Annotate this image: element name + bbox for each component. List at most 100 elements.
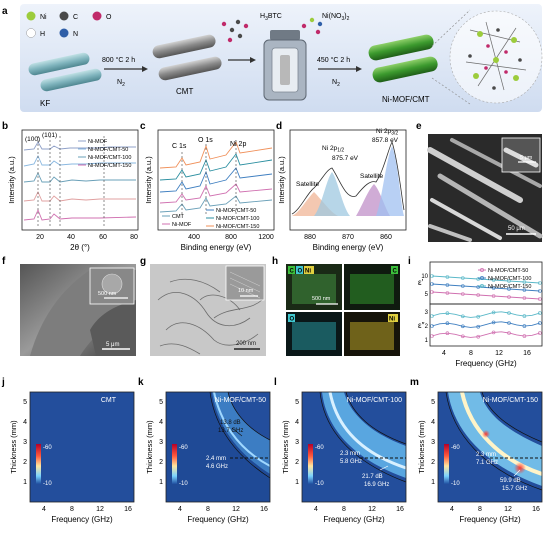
label-cmt: CMT	[176, 87, 193, 96]
panel-l: l Ni-MOF/CMT-100 2.3 mm 5.8 GHz 21.7 dB …	[274, 377, 407, 503]
step1-arrowhead	[142, 66, 148, 72]
perm-xtick-16: 16	[523, 350, 531, 357]
scale-label-h: 500 nm	[312, 296, 331, 302]
xrd-legend: Ni-MOF Ni-MOF/CMT-50 Ni-MOF/CMT-100 Ni-M…	[78, 139, 131, 169]
perm-marker	[430, 314, 434, 318]
xps-peak-ni2p: Ni 2p	[230, 141, 246, 148]
rl-ann1-l-l1: 2.3 mm	[340, 451, 360, 457]
rl-ann1-l-l2: 5.8 GHz	[340, 459, 362, 465]
perm-marker	[445, 331, 450, 336]
perm-marker	[522, 334, 527, 338]
colorbar-j	[36, 444, 41, 484]
ni2p-envelope	[291, 140, 405, 215]
scale-label-inset-f: 500 nm	[98, 291, 117, 297]
rl-ridge-l	[328, 391, 407, 470]
xrd-peak-guides	[37, 136, 105, 228]
rl-contour-l-2	[345, 391, 407, 445]
ni2p-xtick-860: 860	[380, 234, 392, 241]
rl-xtick-m-12: 12	[504, 506, 512, 513]
xrd-peak-100: (100)	[25, 136, 40, 143]
perm-marker	[537, 297, 542, 301]
panel-label-c: c	[140, 121, 146, 132]
ni2p-satellite-label-2: Satellite	[360, 173, 384, 180]
xps-peak-guides	[181, 140, 237, 214]
rl-ann2-k-l1: 13.8 dB	[220, 420, 241, 426]
mof-structure-illustration	[431, 9, 543, 105]
rl-ytick-m-1: 1	[431, 479, 435, 486]
panel-label-j: j	[1, 377, 5, 388]
eds-tag-c: C	[393, 269, 398, 275]
perm-marker	[445, 291, 450, 295]
perm-curve-0-real	[431, 291, 540, 300]
xps-xlabel: Binding energy (eV)	[181, 243, 252, 252]
cbar-max-l: -60	[315, 445, 324, 451]
panel-c: c C 1s O 1s Ni 2p CMT Ni-MOF Ni-MOF/CMT-…	[140, 121, 275, 252]
perm-marker	[460, 324, 465, 329]
rl-xlabel-k: Frequency (GHz)	[187, 515, 249, 524]
rl-xtick-k-16: 16	[260, 506, 268, 513]
rl-ytick-m-4: 4	[431, 419, 435, 426]
step3-temperature: 450 °C 2 h	[317, 56, 350, 64]
eps-real-label: ε′	[418, 278, 424, 287]
scale-label-g: 200 nm	[236, 341, 256, 347]
plot-frame-i-imag	[429, 303, 543, 347]
rl-region-l-band	[322, 392, 406, 478]
cmt-fibers-illustration	[152, 34, 222, 81]
step1-gas: N2	[117, 79, 125, 88]
rl-ytick-l-2: 2	[295, 459, 299, 466]
perm-marker	[491, 278, 496, 282]
cbar-min-m: -10	[451, 481, 460, 487]
perm-marker	[430, 290, 434, 294]
panel-label-l: l	[274, 377, 277, 388]
rl-xtick-j-8: 8	[70, 506, 74, 513]
cbar-min-k: -10	[179, 481, 188, 487]
ni2p12-label: Ni 2p1/2	[322, 145, 344, 154]
perm-marker	[445, 283, 450, 287]
rl-ytick-m-2: 2	[431, 459, 435, 466]
rl-ann2-leader-l	[379, 465, 389, 471]
xrd-xtick-20: 20	[36, 234, 44, 241]
rl-ylabel-k: Thickness (mm)	[145, 420, 154, 474]
perm-curve-1-real	[431, 283, 540, 292]
panel-k: k Ni-MOF/CMT-50 2.4 mm 4.6 GHz 13.8 dB 1…	[138, 377, 271, 503]
xrd-xtick-60: 60	[99, 234, 107, 241]
xps-ylabel: Intensity (a.u.)	[144, 156, 153, 204]
rl-ann2-k-l2: 13.7 GHz	[218, 428, 243, 434]
sem-fibers-e	[427, 138, 543, 242]
perm-curve-2-real	[431, 275, 540, 284]
rl-xtick-k-8: 8	[206, 506, 210, 513]
perm-marker	[491, 286, 496, 290]
rl-ann1-k-l2: 4.6 GHz	[206, 464, 228, 470]
autoclave-icon	[263, 30, 307, 101]
cbar-max-k: -60	[179, 445, 188, 451]
perm-marker	[537, 321, 542, 325]
xps-legend-left: CMT Ni-MOF	[162, 214, 192, 228]
xps-legend-nimof: Ni-MOF	[172, 222, 192, 228]
colorbar-k	[172, 444, 177, 484]
perm-marker	[522, 296, 527, 300]
step2-arrowhead	[250, 57, 256, 63]
xps-xtick-1200: 1200	[258, 234, 274, 241]
panel-b: b (100) (101) Ni-MOF Ni-MOF/CMT-50 Ni-MO…	[2, 121, 139, 252]
xrd-legend-4: Ni-MOF/CMT-150	[88, 163, 131, 169]
panel-label-i: i	[408, 256, 411, 267]
perm-ytick-10: 10	[421, 274, 428, 280]
colorbar-l	[308, 444, 313, 484]
eds-tag-ni: Ni	[389, 317, 395, 323]
rl-ytick-l-1: 1	[295, 479, 299, 486]
sem-inset-particle-f	[101, 273, 123, 295]
perm-ytick-3: 3	[425, 310, 429, 316]
rl-ytick-k-2: 2	[159, 459, 163, 466]
xps-legend-150: Ni-MOF/CMT-150	[216, 224, 259, 230]
ni2p-xtick-880: 880	[304, 234, 316, 241]
rl-ann2-l-l1: 21.7 dB	[362, 474, 383, 480]
rl-contour-m-2	[481, 391, 543, 443]
perm-marker	[507, 331, 511, 335]
xrd-ylabel: Intensity (a.u.)	[7, 156, 16, 204]
rl-ytick-j-2: 2	[23, 459, 27, 466]
rl-xlabel-m: Frequency (GHz)	[459, 515, 521, 524]
rl-region-k-low	[166, 392, 270, 502]
xps-legend-right: Ni-MOF/CMT-50 Ni-MOF/CMT-100 Ni-MOF/CMT-…	[206, 208, 259, 230]
rl-ylabel-m: Thickness (mm)	[417, 420, 426, 474]
